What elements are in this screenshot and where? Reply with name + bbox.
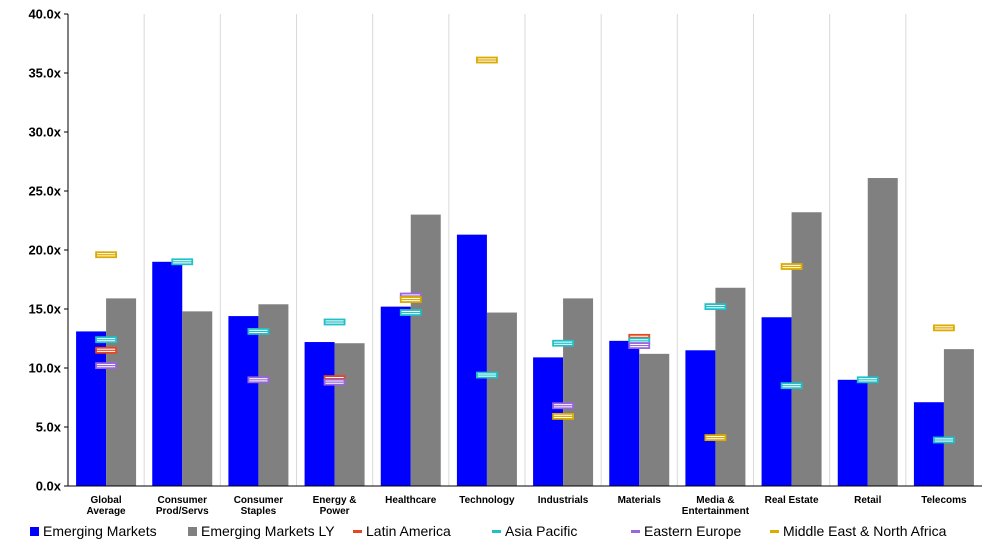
x-tick-label: Technology <box>459 495 515 506</box>
y-tick-label: 0.0x <box>36 479 62 494</box>
x-tick-label: Retail <box>854 495 881 506</box>
x-tick-label: Global Average <box>87 495 127 517</box>
legend-swatch <box>353 530 362 533</box>
legend-item: Middle East & North Africa <box>770 523 947 539</box>
x-tick-label: Industrials <box>538 495 589 506</box>
markers <box>95 56 955 444</box>
legend: Emerging Markets Emerging Markets LY Latin… <box>30 523 947 539</box>
y-tick-label: 35.0x <box>28 66 61 81</box>
bar <box>486 312 517 486</box>
legend-item: Emerging Markets <box>30 523 157 539</box>
bar <box>228 316 259 486</box>
legend-label: Latin America <box>366 523 451 539</box>
bar <box>791 212 822 487</box>
x-tick-label: Materials <box>618 495 662 506</box>
bar <box>410 214 441 486</box>
y-tick-label: 5.0x <box>36 420 62 435</box>
bars <box>76 178 974 487</box>
bar <box>380 306 411 486</box>
legend-swatch <box>30 527 39 536</box>
bar <box>334 343 365 486</box>
legend-label: Middle East & North Africa <box>783 523 947 539</box>
legend-swatch <box>770 530 779 533</box>
bar <box>867 178 898 486</box>
legend-item: Eastern Europe <box>631 523 741 539</box>
legend-item: Asia Pacific <box>492 523 577 539</box>
bar <box>533 357 564 486</box>
bar <box>913 402 944 486</box>
bar <box>304 342 335 486</box>
x-tick-label: Energy & Power <box>313 495 357 517</box>
y-tick-label: 25.0x <box>28 184 61 199</box>
legend-swatch <box>631 530 640 533</box>
bar <box>685 350 716 486</box>
legend-item: Latin America <box>353 523 451 539</box>
legend-item: Emerging Markets LY <box>188 523 335 539</box>
legend-swatch <box>492 530 501 533</box>
bar <box>182 311 213 486</box>
bar <box>76 331 107 486</box>
bar <box>761 317 792 486</box>
y-tick-label: 15.0x <box>28 302 61 317</box>
bar <box>456 234 487 486</box>
y-tick-label: 30.0x <box>28 125 61 140</box>
x-tick-label: Real Estate <box>765 495 819 506</box>
legend-label: Emerging Markets LY <box>201 523 335 539</box>
x-tick-label: Healthcare <box>385 495 437 506</box>
x-tick-label: Telecoms <box>921 495 967 506</box>
bar <box>609 340 640 486</box>
axes: 0.0x 5.0x 10.0x 15.0x 20.0x 25.0x 30.0x 35.0x 40… <box>28 7 982 517</box>
y-tick-label: 40.0x <box>28 7 61 22</box>
bar <box>152 261 183 486</box>
x-tick-label: Media & Entertainment <box>682 495 750 517</box>
x-tick-label: Consumer Staples <box>234 495 284 517</box>
y-tick-label: 20.0x <box>28 243 61 258</box>
y-tick-label: 10.0x <box>28 361 61 376</box>
legend-swatch <box>188 527 197 536</box>
legend-label: Eastern Europe <box>644 523 741 539</box>
bar <box>943 349 974 486</box>
bar <box>715 287 746 486</box>
x-tick-label: Consumer Prod/Servs <box>156 495 209 517</box>
bar <box>837 379 868 486</box>
legend-label: Asia Pacific <box>505 523 577 539</box>
bar <box>639 353 670 486</box>
legend-label: Emerging Markets <box>43 523 157 539</box>
gridlines <box>143 14 907 486</box>
bar <box>563 298 594 486</box>
bar <box>106 298 137 486</box>
